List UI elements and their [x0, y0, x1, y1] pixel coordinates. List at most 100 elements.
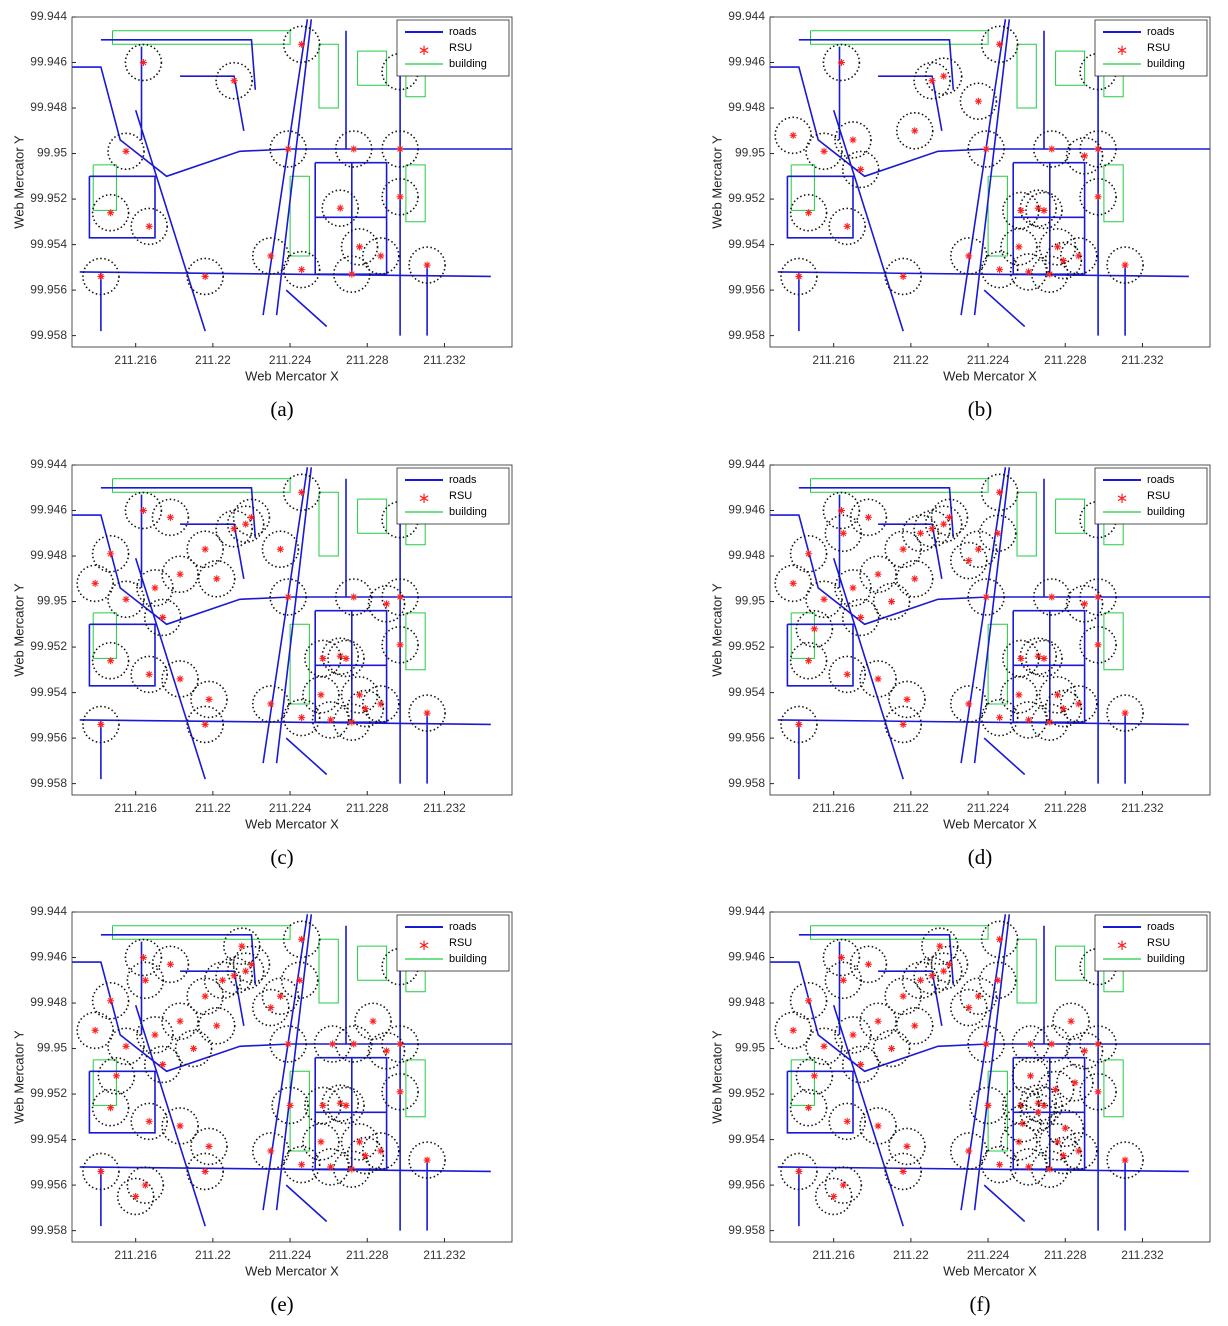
rsu-marker — [1121, 261, 1129, 269]
rsu-marker — [219, 976, 227, 984]
rsu-marker — [965, 252, 973, 260]
y-tick-label: 99.956 — [728, 730, 765, 744]
rsu-coverage — [367, 585, 406, 623]
x-tick-label: 211.216 — [812, 801, 855, 815]
rsu-coverage — [930, 498, 969, 537]
rsu-marker — [996, 266, 1004, 274]
rsu-marker — [1081, 152, 1089, 160]
rsu-marker — [238, 942, 246, 950]
rsu-marker — [1034, 204, 1042, 212]
rsu-marker — [1040, 206, 1048, 214]
rsu-marker — [982, 145, 990, 153]
rsu-coverage — [321, 637, 360, 675]
y-tick-label: 99.954 — [728, 1132, 765, 1146]
plot-layer — [770, 914, 1210, 1231]
legend-label: roads — [1147, 921, 1175, 933]
building-outline — [92, 30, 426, 257]
rsu-marker — [1121, 1156, 1129, 1164]
rsu-coverage — [824, 961, 863, 1000]
rsu-coverage — [161, 660, 199, 698]
rsu-marker — [849, 136, 857, 144]
rsu-marker — [1017, 1101, 1025, 1109]
building-outline — [790, 925, 1124, 1152]
rsu-coverage — [143, 598, 182, 637]
rsu-coverage — [978, 961, 1017, 1000]
rsu-coverage — [124, 43, 163, 82]
rsu-coverage — [269, 130, 307, 168]
x-tick-label: 211.232 — [423, 801, 466, 815]
rsu-marker — [423, 709, 431, 717]
x-tick-label: 211.216 — [114, 1248, 157, 1262]
rsu-coverage — [91, 981, 130, 1020]
rsu-coverage — [282, 250, 321, 289]
legend-label: building — [449, 506, 487, 518]
rsu-coverage — [884, 705, 922, 744]
rsu-coverage — [949, 988, 988, 1027]
legend-box — [1094, 914, 1208, 972]
rsu-marker — [1059, 257, 1067, 265]
rsu-coverage — [226, 952, 265, 990]
rsu-marker — [843, 670, 851, 678]
y-tick-label: 99.95 — [735, 594, 765, 608]
x-tick-label: 211.224 — [967, 801, 1010, 815]
y-tick-label: 99.946 — [30, 950, 67, 964]
rsu-marker — [317, 1138, 325, 1146]
rsu-marker — [903, 695, 911, 703]
rsu-coverage — [381, 625, 419, 664]
y-tick-label: 99.944 — [728, 904, 765, 918]
rsu-coverage — [859, 660, 897, 698]
rsu-marker — [383, 600, 391, 608]
rsu-marker — [139, 507, 147, 515]
rsu-coverage — [884, 977, 922, 1016]
rsu-marker — [928, 525, 936, 533]
rsu-coverage — [1000, 676, 1038, 714]
rsu-coverage — [302, 676, 340, 714]
rsu-marker — [795, 720, 803, 728]
rsu-marker — [1054, 243, 1062, 251]
rsu-marker — [1046, 718, 1054, 726]
rsu-marker — [319, 1101, 327, 1109]
rsu-coverage — [828, 655, 866, 694]
rsu-marker — [132, 1192, 140, 1200]
x-tick-label: 211.224 — [269, 353, 312, 367]
rsu-marker — [383, 1047, 391, 1055]
x-tick-label: 211.228 — [346, 801, 389, 815]
rsu-coverage — [313, 1025, 352, 1063]
rsu-coverage — [895, 1006, 934, 1045]
x-tick-label: 211.224 — [967, 353, 1010, 367]
rsu-coverage — [789, 981, 828, 1020]
rsu-marker — [994, 976, 1002, 984]
rsu-marker — [899, 272, 907, 280]
rsu-coverage — [913, 61, 951, 100]
y-axis-label: Web Mercator Y — [709, 583, 724, 677]
rsu-coverage — [1052, 1002, 1090, 1041]
legend-symbol: ∗ — [1116, 490, 1129, 507]
legend-symbol: ∗ — [418, 42, 431, 59]
rsu-coverage — [82, 1152, 120, 1191]
rsu-coverage — [1009, 1148, 1048, 1186]
rsu-coverage — [814, 1177, 853, 1216]
rsu-coverage — [805, 1027, 843, 1066]
rsu-coverage — [1004, 1104, 1042, 1143]
rsu-coverage — [354, 1002, 392, 1041]
rsu-marker — [899, 545, 907, 553]
rsu-marker — [996, 40, 1004, 48]
rsu-marker — [1052, 1086, 1060, 1094]
rsu-marker — [284, 593, 292, 601]
y-tick-label: 99.95 — [37, 1041, 67, 1055]
rsu-marker — [327, 1163, 335, 1171]
rsu-marker — [996, 935, 1004, 943]
rsu-marker — [107, 1104, 115, 1112]
rsu-coverage — [82, 705, 120, 744]
rsu-marker — [899, 720, 907, 728]
legend-label: roads — [1147, 26, 1175, 38]
legend-box — [1094, 467, 1208, 525]
y-tick-label: 99.958 — [30, 328, 67, 342]
rsu-marker — [1040, 1101, 1048, 1109]
rsu-marker — [928, 972, 936, 980]
rsu-coverage — [834, 121, 872, 159]
rsu-marker — [369, 1017, 377, 1025]
rsu-marker — [1017, 654, 1025, 662]
legend-box — [396, 467, 510, 525]
rsu-marker — [145, 1117, 153, 1125]
